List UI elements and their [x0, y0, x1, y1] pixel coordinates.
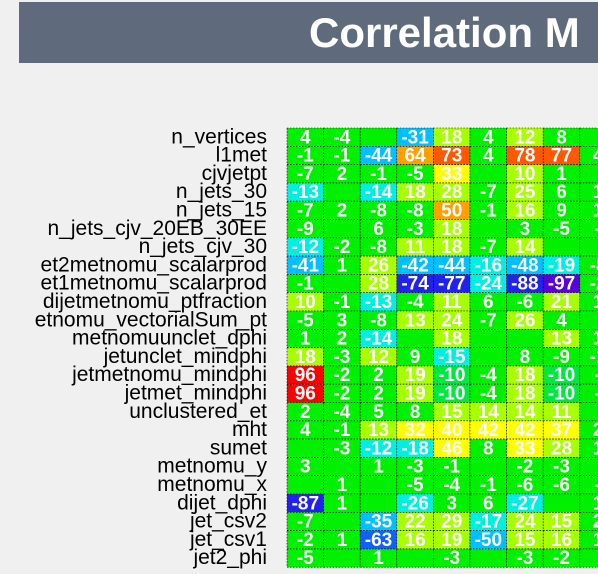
- heatmap-cell: [397, 549, 434, 567]
- heatmap-cell: [543, 238, 580, 256]
- cell-value: 4: [593, 146, 598, 167]
- heatmap-cell: [470, 348, 507, 366]
- cell-value: -50: [475, 530, 502, 551]
- heatmap-cell: [360, 128, 397, 146]
- cell-value: 1: [593, 292, 598, 313]
- cell-value: 1: [337, 493, 348, 514]
- heatmap-cell: [580, 457, 598, 475]
- heatmap-cell: [397, 329, 434, 347]
- heatmap-cell: [324, 549, 361, 567]
- cell-value: 8: [483, 438, 494, 459]
- heatmap-cell: [580, 549, 598, 567]
- heatmap-cell: [470, 329, 507, 347]
- cell-value: -5: [297, 548, 314, 569]
- heatmap-cell: [580, 128, 598, 146]
- row-labels: n_verticesl1metcjvjetptn_jets_30n_jets_1…: [35, 125, 268, 569]
- heatmap-cell: [287, 476, 324, 494]
- cell-value: 1: [337, 255, 348, 276]
- cell-value: 2: [337, 164, 348, 185]
- cell-value: 13: [405, 310, 426, 331]
- cell-value: 4: [300, 420, 311, 441]
- heatmap-cell: [580, 165, 598, 183]
- cell-value: -7: [480, 310, 497, 331]
- cell-value: 16: [405, 530, 426, 551]
- cell-value: -6: [553, 475, 570, 496]
- heatmap-cell: [324, 274, 361, 292]
- row-label: jet2_phi: [192, 546, 267, 569]
- cell-value: -3: [333, 438, 350, 459]
- cell-value: -3: [443, 548, 460, 569]
- cell-value: 1: [373, 548, 384, 569]
- cell-value: 4: [483, 146, 494, 167]
- cell-value: -5: [553, 219, 570, 240]
- cell-value: -3: [516, 548, 533, 569]
- heatmap-cell: [324, 183, 361, 201]
- heatmap-cell: [507, 329, 544, 347]
- cell-value: 1: [373, 457, 384, 478]
- heatmap-cell: [470, 220, 507, 238]
- cell-value: 26: [514, 310, 535, 331]
- cell-value: 2: [337, 201, 348, 222]
- heatmap-cell: [324, 220, 361, 238]
- cell-value: 1: [337, 530, 348, 551]
- cell-value: -1: [480, 201, 497, 222]
- heatmap-cell: [287, 439, 324, 457]
- cell-value: 1: [593, 530, 598, 551]
- cell-value: 1: [593, 438, 598, 459]
- heatmap-cell: [543, 494, 580, 512]
- cell-value: 3: [300, 457, 311, 478]
- heatmap-cell: [360, 494, 397, 512]
- heatmap-cell: [470, 165, 507, 183]
- heatmap-cell: [580, 311, 598, 329]
- heatmap-cell: [580, 403, 598, 421]
- heatmap-cell: [470, 457, 507, 475]
- heatmap-cell: [580, 238, 598, 256]
- heatmap-cell: [324, 512, 361, 530]
- heatmap-cell: [324, 457, 361, 475]
- heatmap-cells: 4-4-31184128-1-1-446473478774-72-1-53310…: [287, 127, 598, 569]
- heatmap-cell: [360, 476, 397, 494]
- heatmap-cell: [470, 549, 507, 567]
- cell-value: -2: [553, 548, 570, 569]
